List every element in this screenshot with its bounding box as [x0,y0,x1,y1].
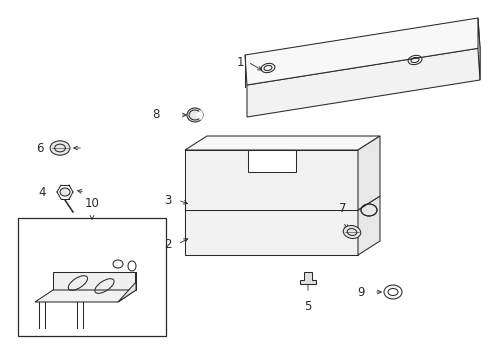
Text: 3: 3 [164,194,172,207]
Polygon shape [357,136,379,210]
Text: 6: 6 [37,141,44,154]
Polygon shape [118,272,136,302]
Polygon shape [53,272,136,290]
Polygon shape [184,210,357,255]
Polygon shape [184,150,357,210]
Bar [18,218,165,336]
Polygon shape [184,136,379,150]
Text: 8: 8 [152,108,160,122]
Polygon shape [184,196,379,210]
Text: 7: 7 [339,202,346,215]
Polygon shape [246,48,479,117]
Polygon shape [299,272,315,284]
Polygon shape [184,210,354,240]
Wedge shape [195,110,203,120]
Ellipse shape [50,141,70,155]
Text: 9: 9 [357,285,364,298]
Text: 4: 4 [39,185,46,198]
Ellipse shape [186,108,203,122]
Polygon shape [477,18,479,80]
Polygon shape [357,196,379,255]
Polygon shape [35,290,136,302]
Ellipse shape [343,225,360,238]
Ellipse shape [60,188,70,196]
Text: 1: 1 [236,55,244,68]
Polygon shape [247,150,295,172]
Polygon shape [244,18,479,85]
Text: 5: 5 [304,300,311,313]
Text: 10: 10 [84,197,99,210]
Text: 2: 2 [164,238,172,251]
